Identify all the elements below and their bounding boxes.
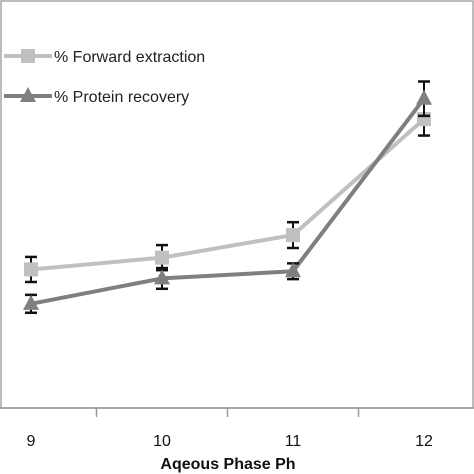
data-point-forward-extraction xyxy=(286,228,300,243)
legend-item-forward-extraction: % Forward extraction xyxy=(4,49,205,66)
series-protein-recovery xyxy=(23,80,432,315)
x-tick-label: 11 xyxy=(285,433,302,450)
series-forward-extraction xyxy=(24,101,431,284)
legend-marker xyxy=(20,87,36,102)
series-line-protein-recovery xyxy=(30,97,426,306)
data-point-forward-extraction xyxy=(24,262,38,277)
data-point-protein-recovery xyxy=(154,269,170,285)
data-point-protein-recovery xyxy=(285,262,301,278)
x-axis-title: Aqeous Phase Ph xyxy=(160,456,295,473)
x-tick-label: 10 xyxy=(153,433,171,450)
x-tick-label: 9 xyxy=(27,433,36,450)
data-point-forward-extraction xyxy=(155,250,169,265)
legend-label: % Forward extraction xyxy=(54,49,205,66)
series-layer xyxy=(23,80,432,315)
series-line-forward-extraction xyxy=(30,117,426,272)
legend-marker xyxy=(21,49,35,63)
x-axis-tick-labels: 9 10 11 12 xyxy=(27,433,433,450)
x-tick-label: 12 xyxy=(415,433,433,450)
data-point-protein-recovery xyxy=(23,294,39,310)
x-axis-ticks xyxy=(95,408,360,417)
legend-item-protein-recovery: % Protein recovery xyxy=(4,87,189,106)
data-point-protein-recovery xyxy=(416,89,432,105)
legend-label: % Protein recovery xyxy=(54,89,189,106)
legend: % Forward extraction % Protein recovery xyxy=(4,49,205,106)
